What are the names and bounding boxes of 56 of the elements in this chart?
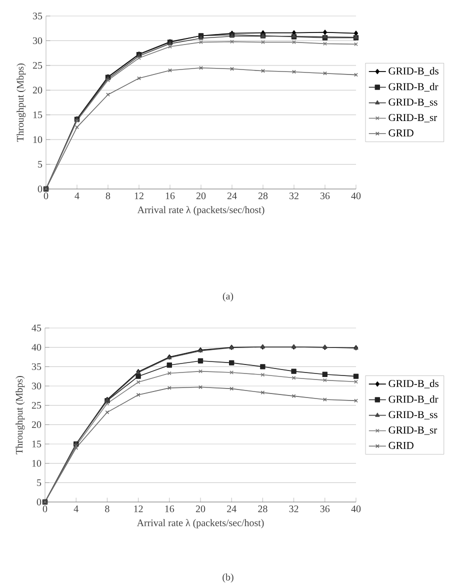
x-tick-label: 16 bbox=[166, 192, 175, 200]
legend-label: GRID-B_dr bbox=[388, 395, 438, 404]
y-tick-label: 20 bbox=[32, 86, 42, 94]
legend-label: GRID-B_ds bbox=[388, 380, 438, 388]
y-axis-title: Throughput (Mbps) bbox=[16, 376, 25, 454]
y-tick-label: 45 bbox=[32, 324, 42, 332]
legend-label: GRID-B_dr bbox=[388, 82, 438, 92]
legend-label: GRID-B_ss bbox=[388, 411, 438, 420]
x-tick-label: 36 bbox=[320, 506, 330, 512]
x-tick-label: 24 bbox=[227, 192, 237, 200]
x-tick-label: 40 bbox=[351, 506, 361, 512]
y-tick-label: 20 bbox=[32, 421, 42, 428]
y-tick-label: 0 bbox=[38, 186, 42, 192]
y-tick-label: 30 bbox=[33, 37, 42, 44]
y-tick-label: 35 bbox=[33, 12, 42, 20]
legend-label: GRID-B_ds bbox=[388, 67, 438, 76]
x-tick-label: 4 bbox=[74, 506, 78, 512]
x-axis-title: Arrival rate λ (packets/sec/host) bbox=[137, 206, 264, 216]
x-tick-label: 24 bbox=[227, 506, 236, 512]
x-tick-label: 28 bbox=[258, 192, 268, 200]
x-tick-label: 16 bbox=[165, 506, 174, 512]
y-axis-title: Throughput (Mbps) bbox=[16, 64, 26, 142]
x-tick-label: 20 bbox=[196, 506, 206, 512]
x-tick-label: 40 bbox=[351, 192, 361, 200]
legend-label: GRID bbox=[388, 442, 414, 449]
y-tick-label: 25 bbox=[32, 402, 42, 409]
x-tick-label: 4 bbox=[74, 192, 80, 200]
legend-label: GRID-B_sr bbox=[388, 426, 438, 435]
legend-label: GRID bbox=[388, 129, 414, 136]
x-tick-label: 28 bbox=[258, 506, 268, 512]
x-tick-label: 12 bbox=[134, 192, 144, 200]
y-tick-label: 10 bbox=[32, 460, 42, 467]
y-tick-label: 40 bbox=[32, 344, 42, 351]
y-tick-label: 5 bbox=[38, 160, 42, 168]
y-tick-label: 10 bbox=[33, 136, 42, 143]
x-tick-label: 0 bbox=[44, 192, 48, 200]
y-tick-label: 30 bbox=[32, 382, 42, 390]
legend-label: GRID-B_sr bbox=[388, 114, 437, 122]
x-tick-label: 12 bbox=[134, 506, 143, 512]
y-tick-label: 35 bbox=[32, 363, 42, 370]
x-tick-label: 0 bbox=[42, 506, 48, 512]
y-tick-label: 5 bbox=[37, 479, 42, 486]
y-tick-label: 15 bbox=[32, 440, 42, 448]
x-tick-label: 32 bbox=[290, 192, 298, 200]
legend-label: GRID-B_ss bbox=[388, 98, 438, 107]
x-tick-label: 32 bbox=[289, 506, 298, 512]
x-axis-title: Arrival rate λ (packets/sec/host) bbox=[136, 519, 264, 528]
x-tick-label: 8 bbox=[105, 506, 110, 512]
text: (a) bbox=[222, 292, 234, 302]
x-tick-label: 36 bbox=[320, 192, 330, 200]
y-tick-label: 15 bbox=[33, 112, 42, 118]
x-tick-label: 20 bbox=[196, 192, 206, 200]
text: (b) bbox=[222, 573, 234, 583]
y-tick-label: 0 bbox=[36, 498, 42, 506]
y-tick-label: 25 bbox=[32, 62, 42, 69]
x-tick-label: 8 bbox=[106, 192, 110, 200]
